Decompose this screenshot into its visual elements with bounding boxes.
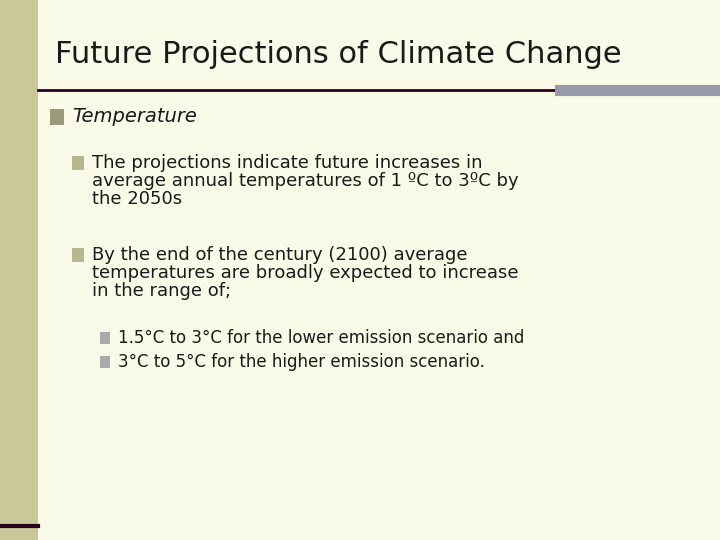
FancyBboxPatch shape <box>100 356 110 368</box>
Text: Future Projections of Climate Change: Future Projections of Climate Change <box>55 40 621 69</box>
Text: temperatures are broadly expected to increase: temperatures are broadly expected to inc… <box>92 264 518 282</box>
Text: 1.5°C to 3°C for the lower emission scenario and: 1.5°C to 3°C for the lower emission scen… <box>118 329 524 347</box>
FancyBboxPatch shape <box>72 248 84 262</box>
Text: 3°C to 5°C for the higher emission scenario.: 3°C to 5°C for the higher emission scena… <box>118 353 485 371</box>
FancyBboxPatch shape <box>72 156 84 170</box>
Text: in the range of;: in the range of; <box>92 282 231 300</box>
FancyBboxPatch shape <box>0 0 38 540</box>
Text: Temperature: Temperature <box>72 107 197 126</box>
Text: the 2050s: the 2050s <box>92 190 182 208</box>
Text: The projections indicate future increases in: The projections indicate future increase… <box>92 154 482 172</box>
Text: average annual temperatures of 1 ºC to 3ºC by: average annual temperatures of 1 ºC to 3… <box>92 172 518 190</box>
FancyBboxPatch shape <box>100 332 110 344</box>
FancyBboxPatch shape <box>50 109 64 125</box>
Text: By the end of the century (2100) average: By the end of the century (2100) average <box>92 246 467 264</box>
